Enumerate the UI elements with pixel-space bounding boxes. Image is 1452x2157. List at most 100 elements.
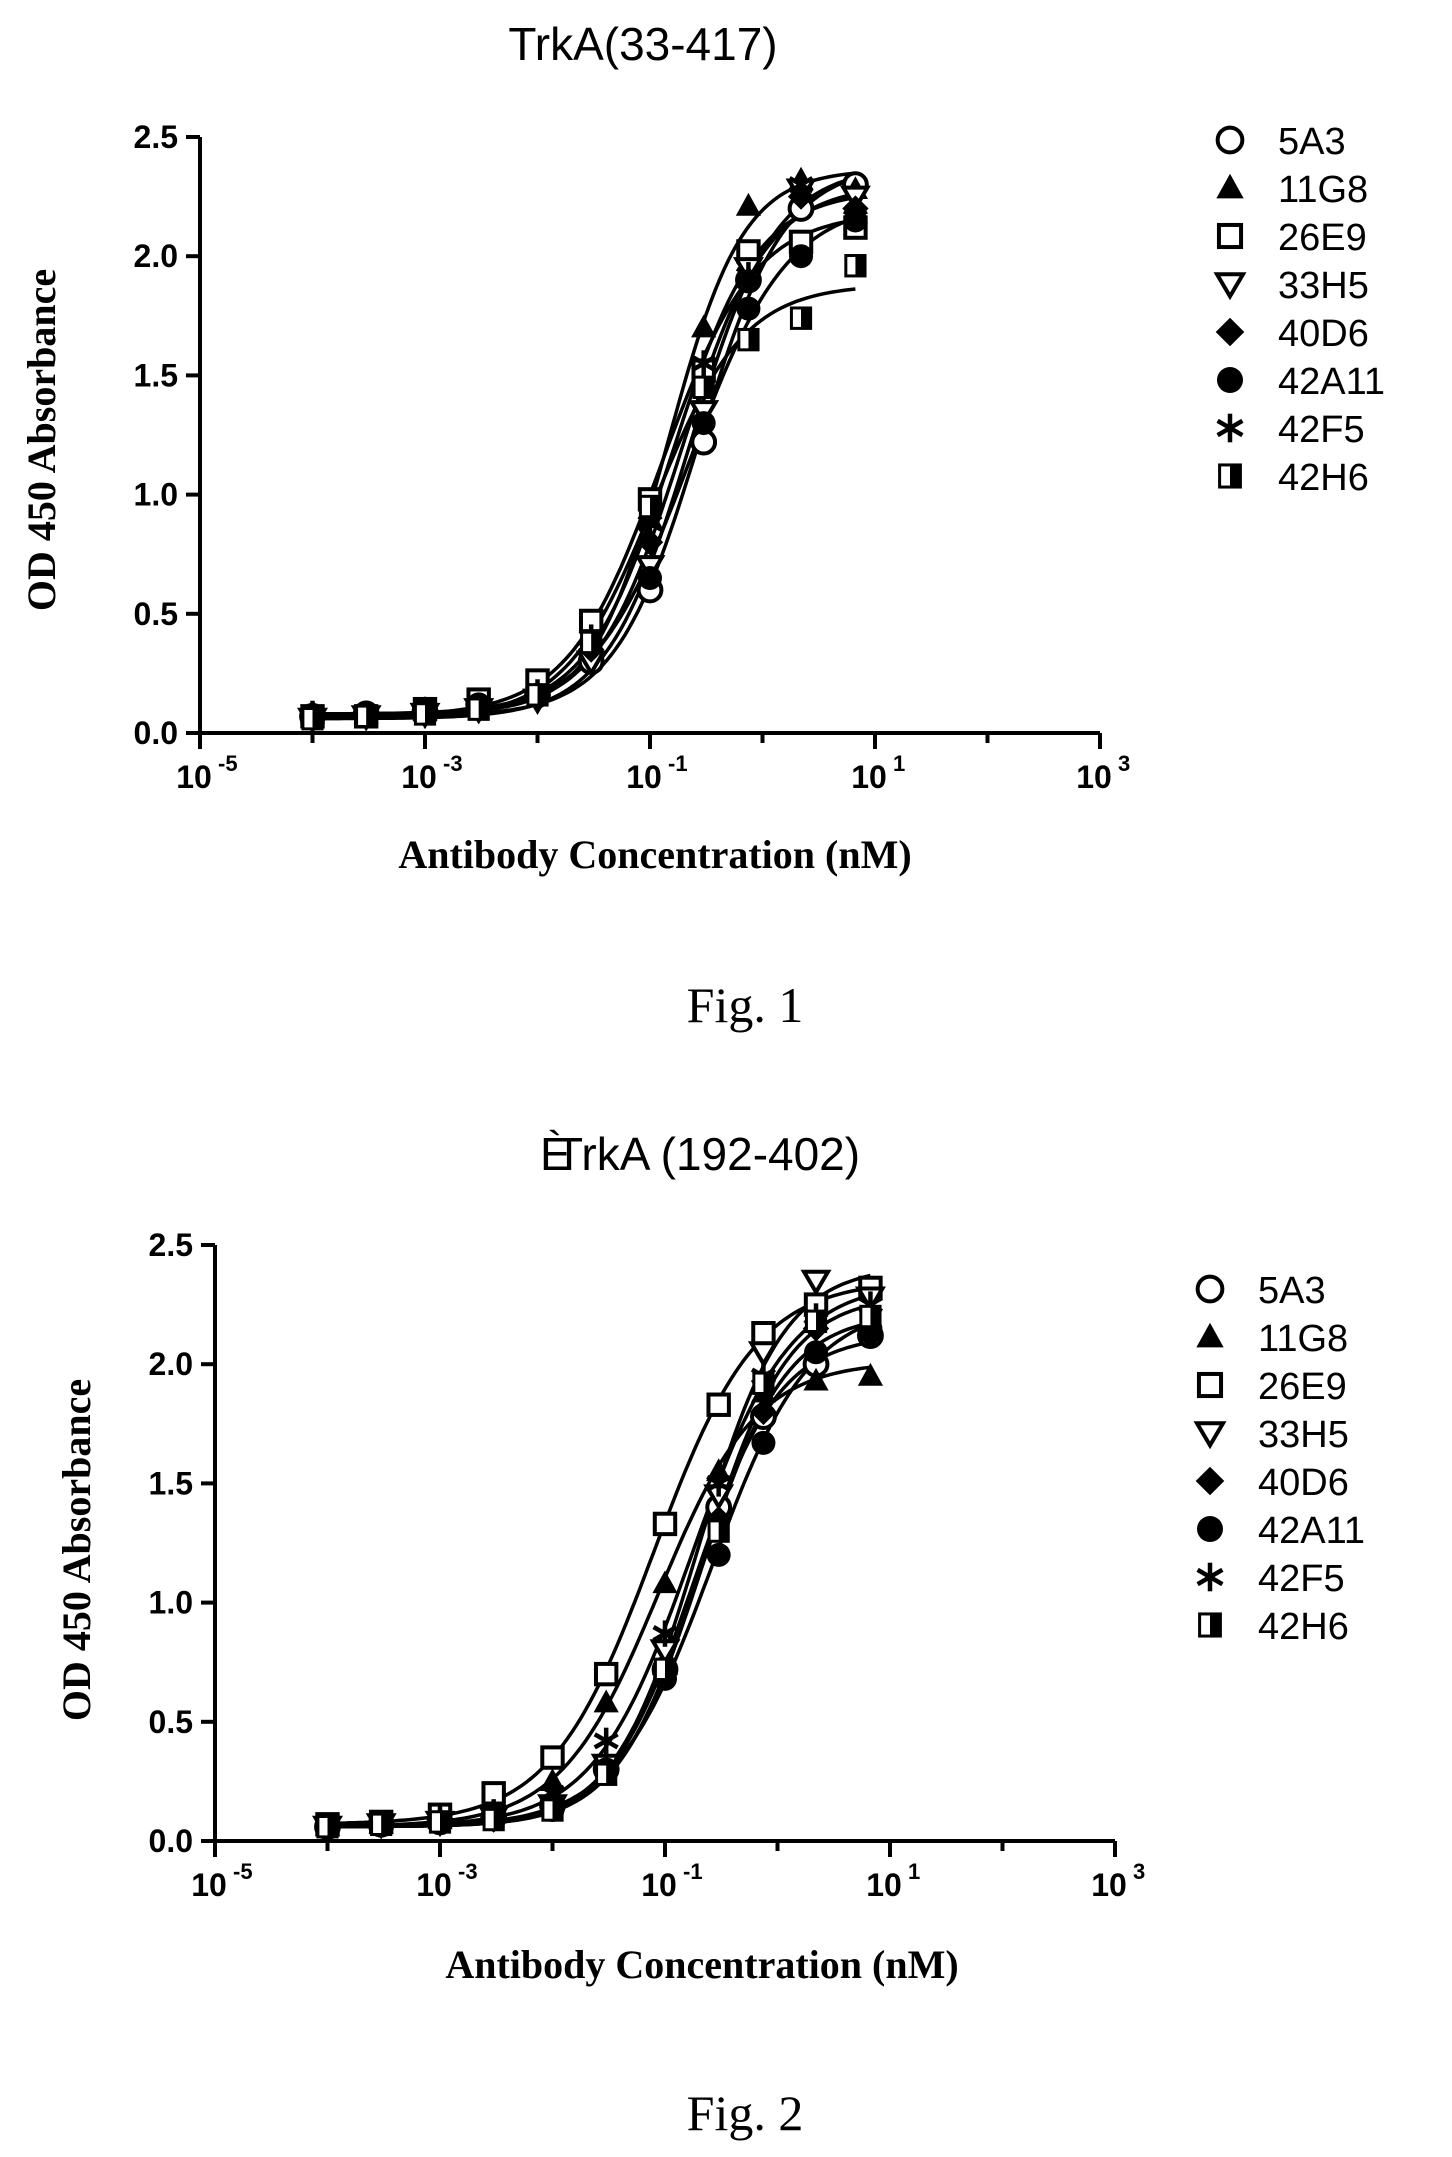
chart-2-legend-marker-40d6	[1195, 1466, 1225, 1496]
chart-1-point-42h6-7	[692, 375, 715, 400]
chart-1-legend-marker-42a11	[1217, 367, 1243, 393]
chart-2-point-42h6-3	[482, 1807, 505, 1832]
chart-2-legend-marker-33h5	[1193, 1421, 1227, 1450]
chart-2-point-11g8-7	[706, 1458, 732, 1482]
chart-1-point-42h6-2	[413, 702, 437, 726]
chart-2-point-42h6-9	[804, 1309, 828, 1333]
chart-2-legend-label-11g8: 11G8	[1258, 1318, 1348, 1360]
chart-2-point-26e9-6	[652, 1511, 678, 1537]
chart-2-point-42f5-5	[593, 1727, 619, 1755]
figure-1-caption: Fig. 1	[687, 977, 804, 1033]
chart-1-point-42a11-9	[789, 244, 814, 269]
chart-1-axes: 0.00.51.01.52.02.510 -5 10 -3 10 -1 10 1 10 3	[134, 119, 1131, 795]
chart-1-point-11g8-7	[691, 314, 717, 338]
chart-2-y-tick-label-1-5: 1.5	[149, 1465, 193, 1501]
chart-2-point-42a11-9	[804, 1340, 829, 1365]
chart-1-y-axis-label: OD 450 Absorbance	[19, 269, 64, 611]
chart-1-x-tick-label-0: 10	[176, 759, 212, 795]
chart-2-x-tick-label-1: 10	[416, 1867, 452, 1903]
chart-2-data-points	[312, 1269, 886, 1843]
chart-2-point-40d6-8	[750, 1398, 777, 1426]
chart-2-point-42h6-10	[859, 1304, 882, 1329]
chart-1-point-42a11-8	[736, 296, 761, 321]
chart-1-point-42h6-5	[580, 630, 603, 655]
chart-2-title: TrkA (192-402)	[555, 1128, 860, 1180]
chart-1-point-42h6-0	[301, 706, 324, 731]
chart-1-legend-marker-33h5	[1213, 272, 1247, 301]
chart-2-point-42h6-2	[428, 1810, 452, 1834]
chart-2-curve-40d6	[327, 1321, 871, 1829]
chart-1-y-tick-label-1-0: 1.0	[134, 477, 178, 513]
figure-2-caption: Fig. 2	[687, 2085, 804, 2141]
chart-2-point-42h6-1	[370, 1812, 393, 1837]
chart-1-x-tick-exponent-0: -5	[218, 751, 238, 776]
chart-2-y-axis-label: OD 450 Absorbance	[54, 1379, 99, 1721]
chart-2-x-tick-label-4: 10	[1091, 1867, 1127, 1903]
chart-2-point-11g8-6	[652, 1570, 678, 1594]
chart-1-point-42h6-4	[526, 683, 549, 707]
chart-2-point-42f5-7	[706, 1470, 732, 1497]
chart-1-legend-label-11g8: 11G8	[1278, 169, 1368, 211]
chart-2-point-26e9-4	[540, 1745, 565, 1770]
chart-1-x-tick-label-3: 10	[851, 759, 887, 795]
chart-2-point-42h6-7	[707, 1519, 730, 1543]
chart-1-point-42f5-10	[842, 204, 868, 232]
chart-1-legend-marker-40d6	[1215, 317, 1245, 347]
chart-1-x-tick-exponent-4: 3	[1118, 751, 1130, 776]
chart-1-legend-label-42h6: 42H6	[1278, 457, 1369, 499]
chart-1-y-tick-label-2-5: 2.5	[134, 119, 178, 155]
chart-2-point-42h6-0	[316, 1814, 339, 1839]
chart-2-point-11g8-10	[857, 1362, 884, 1386]
chart-2-title-prefix: È	[540, 1128, 571, 1180]
chart-2-legend-label-42a11: 42A11	[1258, 1510, 1365, 1552]
chart-2-x-tick-exponent-0: -5	[233, 1859, 253, 1884]
chart-1-point-42h6-6	[638, 494, 662, 519]
chart-1-data-points	[297, 166, 871, 735]
chart-1-point-42f5-8	[735, 262, 762, 289]
chart-2-legend-label-33h5: 33H5	[1258, 1414, 1349, 1456]
chart-1-legend-label-42a11: 42A11	[1278, 361, 1385, 403]
chart-2-point-42f5-6	[652, 1620, 678, 1647]
chart-1-legend-label-40d6: 40D6	[1278, 313, 1369, 355]
chart-1-y-tick-label-0-0: 0.0	[134, 715, 178, 751]
chart-2-point-42h6-8	[752, 1371, 775, 1395]
chart-2-point-42a11-7	[706, 1542, 731, 1567]
chart-1-legend-marker-11g8	[1216, 173, 1244, 199]
chart-2-legend-marker-26e9	[1196, 1371, 1224, 1399]
chart-2-x-tick-label-2: 10	[641, 1867, 677, 1903]
chart-2-legend-marker-42a11	[1197, 1516, 1223, 1542]
chart-1-point-42a11-7	[691, 411, 716, 436]
chart-2: È TrkA (192-402) OD 450 Absorbance Antib…	[54, 1128, 1365, 2141]
chart-1-legend-marker-26e9	[1216, 222, 1244, 250]
chart-2-legend-label-42f5: 42F5	[1258, 1558, 1345, 1600]
chart-1-x-axis-label: Antibody Concentration (nM)	[398, 832, 911, 877]
chart-1-point-42h6-1	[355, 704, 378, 729]
chart-2-y-tick-label-2-0: 2.0	[149, 1346, 193, 1382]
chart-2-legend-label-42h6: 42H6	[1258, 1606, 1349, 1648]
chart-1-legend-marker-42f5	[1216, 413, 1244, 443]
chart-2-point-33h5-8	[747, 1341, 779, 1368]
chart-2-point-26e9-8	[751, 1321, 776, 1346]
chart-2-legend-label-40d6: 40D6	[1258, 1462, 1349, 1504]
chart-2-legend-marker-42f5	[1196, 1562, 1224, 1592]
chart-1-point-40d6-6	[636, 529, 664, 556]
chart-2-legend-marker-11g8	[1196, 1322, 1224, 1348]
chart-1-title: TrkA(33-417)	[508, 18, 777, 70]
chart-2-x-tick-label-0: 10	[191, 1867, 227, 1903]
chart-2-point-33h5-9	[800, 1269, 832, 1297]
chart-2-legend-marker-42h6	[1198, 1612, 1222, 1638]
chart-2-point-11g8-4	[539, 1768, 566, 1791]
chart-1-legend: 5A3 11G8 26E9 33H5 40D6 42A11 42F5 42H6	[1213, 121, 1385, 499]
chart-2-y-tick-label-1-0: 1.0	[149, 1585, 193, 1621]
chart-1-x-tick-label-1: 10	[401, 759, 437, 795]
chart-2-x-axis-label: Antibody Concentration (nM)	[445, 1942, 958, 1987]
chart-1-x-tick-label-2: 10	[626, 759, 662, 795]
chart-1-y-tick-label-0-5: 0.5	[134, 596, 178, 632]
chart-2-point-42h6-6	[653, 1657, 677, 1682]
chart-1-x-tick-label-4: 10	[1076, 759, 1112, 795]
chart-1-point-42h6-8	[737, 327, 760, 352]
chart-2-x-tick-exponent-4: 3	[1133, 1859, 1145, 1884]
chart-1-point-42f5-7	[691, 350, 717, 377]
chart-2-legend-label-26e9: 26E9	[1258, 1366, 1347, 1408]
